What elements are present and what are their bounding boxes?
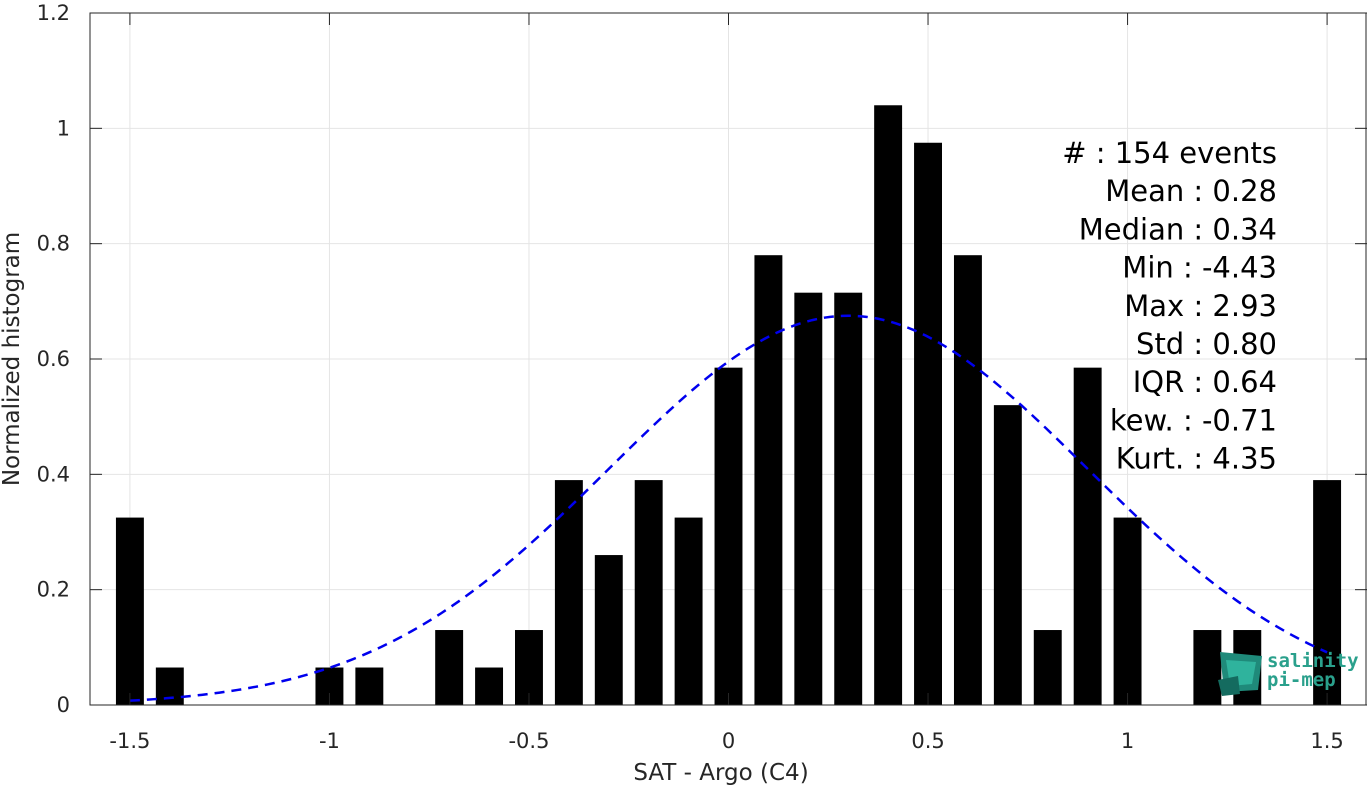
logo-text-line2: pi-mep [1267,669,1336,691]
histogram-bar [155,667,184,705]
x-tick-label: 1.5 [1310,729,1343,753]
y-tick-label: 0.6 [37,347,70,371]
histogram-bar [834,292,863,705]
salinity-pimep-logo: salinity pi-mep [1218,650,1359,696]
x-tick-label: -0.5 [508,729,549,753]
histogram-bar [674,517,703,705]
y-tick-label: 0.8 [37,232,70,256]
histogram-bar [435,630,464,705]
x-tick-label: 1 [1121,729,1134,753]
histogram-bar [594,555,623,705]
stats-line: Min : -4.43 [1122,251,1277,285]
x-tick-label: 0 [722,729,735,753]
logo-mark-icon [1218,652,1262,696]
y-axis-title: Normalized histogram [0,232,25,486]
stats-line: IQR : 0.64 [1133,365,1277,399]
histogram-bar [355,667,384,705]
histogram-bar [515,630,543,705]
stats-line: Max : 2.93 [1124,289,1277,323]
y-tick-label: 0 [57,693,70,717]
histogram-bar [914,142,942,705]
stats-line: # : 154 events [1062,136,1277,170]
x-tick-label: 0.5 [911,729,944,753]
y-tick-label: 1.2 [37,1,70,25]
logo-text-line1: salinity [1267,650,1359,672]
histogram-bar [754,255,783,705]
stats-line: Kurt. : 4.35 [1116,442,1277,476]
stats-line: Mean : 0.28 [1105,174,1277,208]
histogram-bar [1073,367,1102,705]
histogram-bar [634,480,663,705]
histogram-bar [475,667,504,705]
stats-annotation: # : 154 events Mean : 0.28 Median : 0.34 Mi… [1062,136,1277,476]
stats-line: Median : 0.34 [1079,212,1277,246]
histogram-bar [554,480,583,705]
histogram-bar [1313,480,1342,705]
y-tick-label: 0.4 [37,462,70,486]
x-axis-title: SAT - Argo (C4) [633,760,808,786]
stats-line: Std : 0.80 [1136,327,1277,361]
tick-marks [90,12,1367,706]
stats-line: kew. : -0.71 [1110,403,1277,437]
histogram-bar [1193,630,1222,705]
histogram-bar [794,292,823,705]
x-tick-labels: -1.5 -1 -0.5 0 0.5 1 1.5 [109,729,1343,753]
x-tick-label: -1.5 [109,729,150,753]
histogram-bar [993,405,1022,705]
histogram-bar [714,367,743,705]
histogram-bar [1033,630,1062,705]
x-tick-label: -1 [319,729,340,753]
y-tick-label: 0.2 [37,578,70,602]
y-tick-labels: 0 0.2 0.4 0.6 0.8 1 1.2 [37,1,70,717]
histogram-bar [874,105,903,706]
histogram-bar [115,517,144,705]
histogram-bar [953,255,982,705]
histogram-bar [1113,517,1142,705]
y-tick-label: 1 [57,116,70,140]
